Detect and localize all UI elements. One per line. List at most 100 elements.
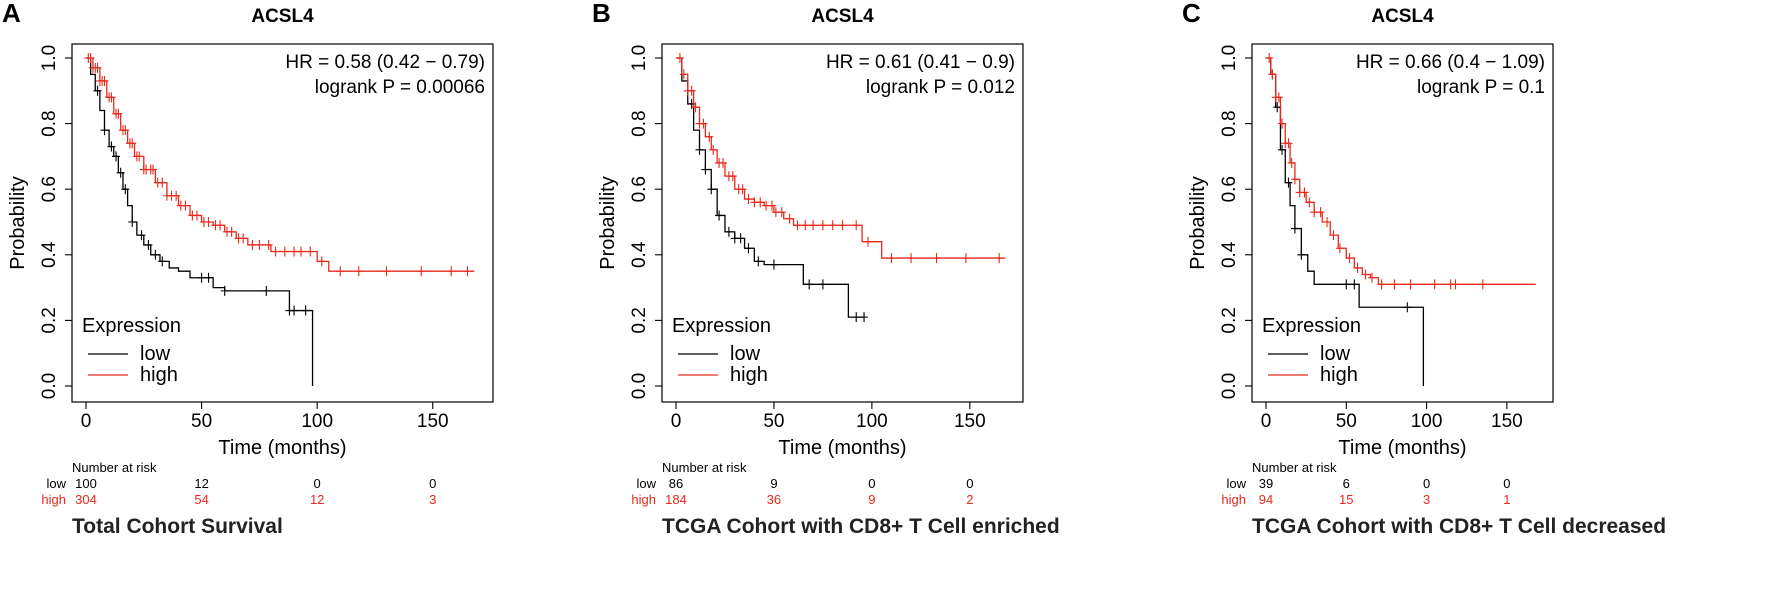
legend-title: Expression — [1262, 315, 1361, 337]
x-tick-label: 0 — [1261, 411, 1272, 432]
censor-mark-low — [204, 272, 213, 283]
y-tick-label: 0.8 — [39, 110, 60, 136]
x-tick-label: 50 — [1336, 411, 1357, 432]
censor-mark-low — [1297, 249, 1306, 260]
panel-subtitle: Total Cohort Survival — [72, 515, 283, 538]
censor-mark-high — [691, 102, 700, 113]
censor-mark-high — [828, 220, 837, 231]
x-axis-label: Time (months) — [218, 437, 346, 459]
censor-mark-high — [687, 85, 696, 96]
censor-mark-high — [1305, 197, 1314, 208]
censor-mark-high — [1430, 279, 1439, 290]
censor-mark-high — [417, 266, 426, 277]
censor-mark-high — [1478, 279, 1487, 290]
censor-mark-low — [116, 167, 125, 178]
chart-title: ACSL4 — [251, 6, 314, 27]
y-tick-label: 1.0 — [1219, 45, 1240, 71]
censor-mark-high — [699, 118, 708, 129]
censor-mark-high — [679, 69, 688, 80]
censor-mark-low — [695, 144, 704, 155]
censor-mark-high — [1406, 279, 1415, 290]
panel-label: C — [1182, 0, 1201, 28]
chart-title: ACSL4 — [811, 6, 874, 27]
risk-value-low: 9 — [770, 476, 777, 491]
risk-value-high: 3 — [1423, 492, 1430, 507]
risk-value-high: 12 — [310, 492, 324, 507]
y-tick-label: 0.4 — [39, 241, 60, 268]
risk-value-low: 12 — [194, 476, 208, 491]
censor-mark-high — [838, 220, 847, 231]
censor-mark-low — [724, 226, 733, 237]
censor-mark-high — [1335, 243, 1344, 254]
censor-mark-high — [114, 108, 123, 119]
risk-value-high: 1 — [1503, 492, 1510, 507]
risk-row-label-low: low — [636, 476, 656, 491]
risk-value-low: 0 — [868, 476, 875, 491]
y-tick-label: 0.6 — [629, 176, 650, 202]
risk-row-label-low: low — [46, 476, 66, 491]
risk-value-low: 0 — [429, 476, 436, 491]
x-tick-label: 0 — [81, 411, 92, 432]
censor-mark-high — [705, 131, 714, 142]
censor-mark-high — [271, 246, 280, 257]
plot-frame — [1251, 43, 1554, 403]
annotation: HR = 0.58 (0.42 − 0.79) — [285, 52, 485, 73]
censor-mark-high — [756, 197, 765, 208]
legend-title: Expression — [672, 315, 771, 337]
risk-value-low: 0 — [1503, 476, 1510, 491]
x-tick-label: 100 — [301, 411, 333, 432]
censor-mark-high — [255, 239, 264, 250]
censor-mark-high — [1367, 272, 1376, 283]
censor-mark-low — [1403, 302, 1412, 313]
censor-mark-high — [121, 125, 130, 136]
censor-mark-high — [1377, 279, 1386, 290]
censor-mark-high — [1451, 279, 1460, 290]
censor-mark-low — [301, 305, 310, 316]
censor-mark-low — [158, 256, 167, 267]
km-plot-svg: B ACSL4 0.0 0.2 0.4 0.6 0.8 1.0 Probability 0 50 10… — [592, 0, 1060, 538]
censor-mark-low — [197, 272, 206, 283]
censor-mark-high — [738, 184, 747, 195]
censor-mark-high — [961, 253, 970, 264]
censor-mark-high — [135, 151, 144, 162]
censor-mark-high — [317, 256, 326, 267]
censor-mark-low — [100, 125, 109, 136]
censor-mark-high — [675, 53, 684, 63]
censor-mark-low — [107, 141, 116, 152]
panel-label: A — [2, 0, 21, 28]
survival-curve-low — [676, 57, 865, 318]
legend-label-low: low — [730, 343, 761, 365]
risk-value-high: 304 — [75, 492, 97, 507]
censor-mark-low — [805, 279, 814, 290]
x-axis-label: Time (months) — [778, 437, 906, 459]
censor-mark-high — [801, 220, 810, 231]
risk-value-low: 0 — [966, 476, 973, 491]
censor-mark-low — [1284, 177, 1293, 188]
censor-mark-low — [128, 217, 137, 227]
risk-row-label-high: high — [631, 492, 656, 507]
y-tick-label: 0.8 — [1219, 110, 1240, 136]
risk-value-low: 39 — [1259, 476, 1273, 491]
panel-b: B ACSL4 0.0 0.2 0.4 0.6 0.8 1.0 Probability 0 50 10… — [590, 0, 1190, 607]
censor-mark-low — [112, 151, 121, 162]
y-tick-label: 0.0 — [39, 373, 60, 399]
legend-label-high: high — [730, 364, 768, 386]
censor-mark-high — [1361, 269, 1370, 280]
censor-mark-low — [121, 184, 130, 195]
censor-mark-high — [809, 220, 818, 231]
risk-value-low: 100 — [75, 476, 97, 491]
censor-mark-high — [995, 253, 1004, 264]
censor-mark-high — [296, 246, 305, 257]
censor-mark-high — [239, 233, 248, 244]
censor-mark-high — [1353, 262, 1362, 273]
censor-mark-high — [280, 246, 289, 257]
censor-mark-high — [932, 253, 941, 264]
y-axis-label: Probability — [597, 176, 619, 269]
censor-mark-low — [137, 230, 146, 241]
censor-mark-high — [793, 220, 802, 231]
risk-value-high: 9 — [868, 492, 875, 507]
y-tick-label: 0.2 — [1219, 307, 1240, 333]
risk-value-low: 86 — [669, 476, 683, 491]
y-tick-label: 0.4 — [1219, 241, 1240, 268]
